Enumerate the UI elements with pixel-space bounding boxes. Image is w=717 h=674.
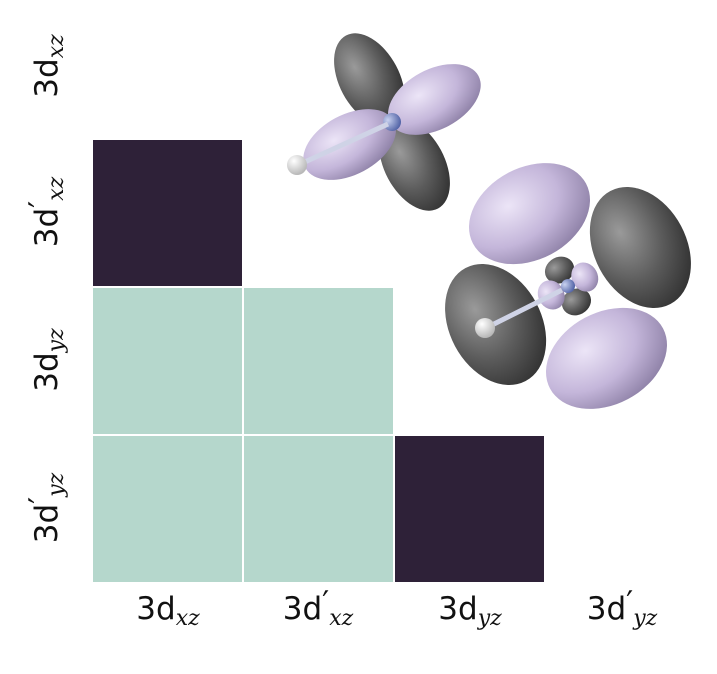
y-tick-sub-2: yz xyxy=(44,328,69,353)
x-tick-label-3: 3d′yz xyxy=(587,585,658,632)
hydrogen-atom xyxy=(287,155,307,175)
x-tick-sub-2: yz xyxy=(477,606,502,631)
orbital-inner-lobe xyxy=(571,262,599,292)
x-tick-base-0: 3d xyxy=(136,591,175,627)
x-tick-label-2: 3dyz xyxy=(438,591,502,632)
orbital-lobe xyxy=(303,109,396,180)
orbital-3dxz-inset xyxy=(303,33,481,211)
x-tick-sub-0: xz xyxy=(176,606,200,631)
y-tick-label-0: 3dxz xyxy=(29,34,70,98)
y-tick-base-1: 3d xyxy=(29,208,65,247)
y-tick-label-3: 3d′yz xyxy=(23,472,70,543)
x-tick-sub-1: xz xyxy=(329,606,353,631)
bond-stick xyxy=(294,121,390,169)
x-tick-sub-3: yz xyxy=(632,606,657,631)
y-tick-base-2: 3d xyxy=(29,352,65,391)
x-tick-label-1: 3d′xz xyxy=(283,585,354,632)
orbital-lobe xyxy=(388,64,481,135)
y-tick-label-1: 3d′xz xyxy=(23,176,70,247)
x-tick-base-2: 3d xyxy=(438,591,477,627)
heatmap-cell-r1-c0 xyxy=(93,140,242,286)
x-tick-prime-1: ′ xyxy=(322,585,329,621)
y-tick-sub-3: yz xyxy=(44,472,69,497)
x-tick-label-0: 3dxz xyxy=(136,591,200,632)
y-tick-sub-1: xz xyxy=(44,176,69,200)
y-tick-prime-1: ′ xyxy=(23,201,59,208)
orbital-3dyz-prime-inset xyxy=(445,163,691,409)
orbital-lobe xyxy=(546,307,667,409)
y-tick-label-2: 3dyz xyxy=(29,328,70,392)
y-tick-base-0: 3d xyxy=(29,58,65,97)
heatmap-cell-r2-c0 xyxy=(93,288,242,434)
heatmap-cell-r3-c2 xyxy=(395,436,544,582)
heatmap-cell-r3-c0 xyxy=(93,436,242,582)
orbital-lobe xyxy=(379,118,450,211)
y-tick-prime-3: ′ xyxy=(23,497,59,504)
x-tick-prime-3: ′ xyxy=(626,585,633,621)
orbital-lobe xyxy=(589,187,691,308)
heatmap-cell-r3-c1 xyxy=(244,436,393,582)
y-tick-sub-0: xz xyxy=(44,34,69,58)
orbital-lobe xyxy=(334,33,405,126)
orbital-lobe xyxy=(469,163,590,265)
orbital-inner-lobe xyxy=(561,288,592,316)
x-tick-base-1: 3d xyxy=(283,591,322,627)
x-tick-base-3: 3d xyxy=(587,591,626,627)
orbital-inner-lobe xyxy=(544,256,575,284)
heatmap-cell-r2-c1 xyxy=(244,288,393,434)
heatmap-cells xyxy=(93,140,544,582)
atom-center xyxy=(561,279,575,293)
y-tick-base-3: 3d xyxy=(29,504,65,543)
hydrogen-atom xyxy=(475,318,495,338)
x-axis-labels: 3dxz 3d′xz 3dyz 3d′yz xyxy=(136,585,657,632)
bond-stick xyxy=(482,287,564,332)
